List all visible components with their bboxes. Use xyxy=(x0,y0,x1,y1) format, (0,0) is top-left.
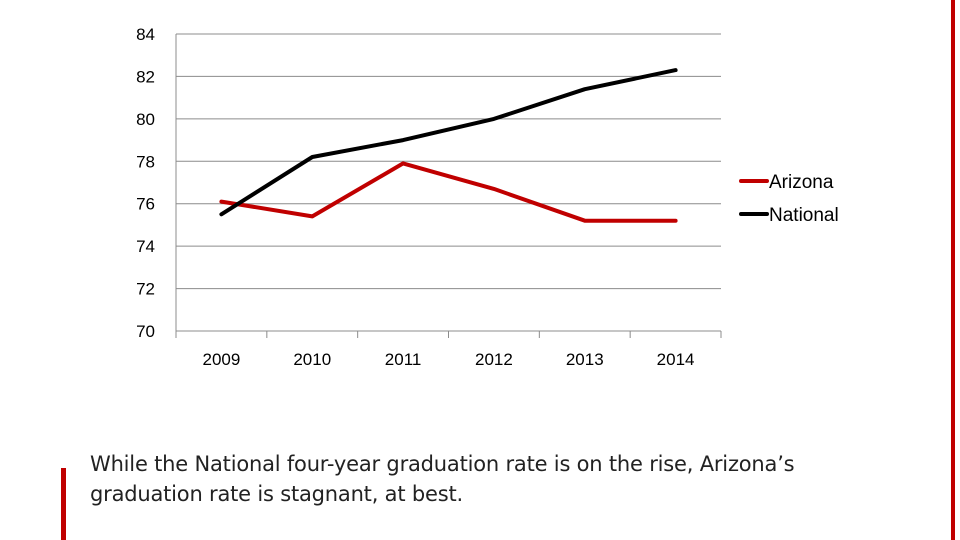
y-tick-label: 82 xyxy=(136,67,155,86)
x-axis-tick-labels: 2009 2010 2011 2012 2013 2014 xyxy=(203,350,695,369)
x-tick-label: 2010 xyxy=(293,350,331,369)
left-accent-bar xyxy=(61,468,66,540)
x-tick-label: 2009 xyxy=(203,350,241,369)
chart-legend: Arizona National xyxy=(739,172,839,226)
series-line-arizona xyxy=(219,161,678,223)
x-tick-label: 2013 xyxy=(566,350,604,369)
slide-caption: While the National four-year graduation … xyxy=(90,449,890,509)
y-tick-label: 70 xyxy=(136,322,155,341)
chart-series xyxy=(219,68,678,223)
legend-label-national: National xyxy=(769,205,839,226)
y-tick-label: 74 xyxy=(136,237,155,256)
y-tick-label: 72 xyxy=(136,280,155,299)
legend-label-arizona: Arizona xyxy=(769,172,834,193)
graduation-rate-line-chart: 70 72 74 76 78 80 82 84 2009 2010 2011 2012 2013 201… xyxy=(136,25,839,369)
x-tick-label: 2012 xyxy=(475,350,513,369)
x-tick-label: 2014 xyxy=(657,350,695,369)
x-tick-label: 2011 xyxy=(385,350,422,369)
series-line-national xyxy=(219,68,678,217)
y-tick-label: 84 xyxy=(136,25,155,44)
chart-axes xyxy=(175,34,722,338)
y-axis-tick-labels: 70 72 74 76 78 80 82 84 xyxy=(136,25,155,341)
right-accent-rule xyxy=(951,0,955,540)
caption-line-2: graduation rate is stagnant, at best. xyxy=(90,482,463,506)
chart-gridlines xyxy=(176,33,721,290)
caption-line-1: While the National four-year graduation … xyxy=(90,452,795,476)
y-tick-label: 76 xyxy=(136,195,155,214)
y-tick-label: 80 xyxy=(136,110,155,129)
y-tick-label: 78 xyxy=(136,152,155,171)
